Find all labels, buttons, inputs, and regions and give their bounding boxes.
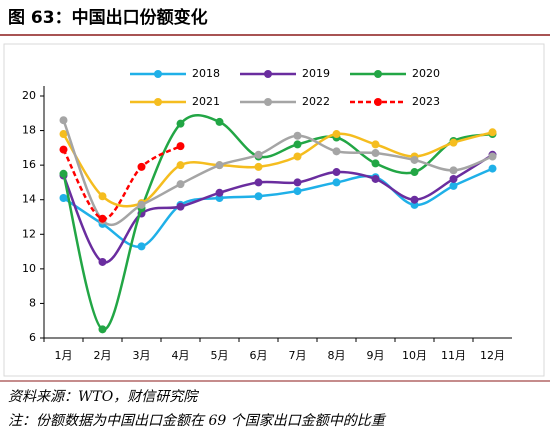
x-tick-label: 1月 [55, 349, 73, 362]
point [371, 149, 380, 158]
y-tick-label: 6 [29, 331, 36, 344]
legend-label: 2022 [302, 95, 330, 108]
x-tick-label: 9月 [367, 349, 385, 362]
point [59, 193, 68, 202]
legend-label: 2018 [192, 67, 220, 80]
note: 注：份额数据为中国出口金额在 69 个国家出口金额中的比重 [8, 413, 387, 429]
point [488, 152, 497, 161]
point [215, 188, 224, 197]
point [332, 147, 341, 156]
point [176, 180, 185, 189]
point [176, 202, 185, 211]
y-tick-label: 20 [22, 89, 36, 102]
series-line [62, 153, 494, 264]
legend-marker [154, 98, 162, 106]
chart-frame [3, 43, 545, 377]
point [332, 130, 341, 139]
x-tick-label: 7月 [289, 349, 307, 362]
point [137, 242, 146, 251]
x-tick-label: 2月 [94, 349, 112, 362]
point [449, 174, 458, 183]
point [98, 325, 107, 334]
point [332, 168, 341, 177]
source: 资料来源：WTO，财信研究院 [8, 389, 199, 405]
legend-marker [154, 70, 162, 78]
point [371, 159, 380, 168]
point [176, 161, 185, 170]
y-tick-label: 16 [22, 158, 36, 171]
legend-marker [374, 98, 382, 106]
y-tick-label: 14 [22, 193, 36, 206]
y-tick-label: 8 [29, 296, 36, 309]
point [98, 257, 107, 266]
series-line [62, 145, 182, 220]
point [254, 150, 263, 159]
x-tick-label: 6月 [250, 349, 268, 362]
point [410, 168, 419, 177]
x-tick-label: 5月 [211, 349, 229, 362]
point [410, 195, 419, 204]
point [137, 200, 146, 209]
point [371, 140, 380, 149]
point [59, 130, 68, 139]
point [215, 117, 224, 126]
y-tick-label: 12 [22, 227, 36, 240]
legend-label: 2019 [302, 67, 330, 80]
series-line [62, 114, 493, 331]
point [449, 181, 458, 190]
point [98, 214, 107, 223]
legend-label: 2023 [412, 95, 440, 108]
point [293, 152, 302, 161]
legend-marker [264, 70, 272, 78]
point [59, 116, 68, 125]
point [176, 119, 185, 128]
point [449, 166, 458, 175]
point [293, 131, 302, 140]
x-tick-label: 3月 [133, 349, 151, 362]
point [137, 162, 146, 171]
legend-label: 2021 [192, 95, 220, 108]
chart-title: 图 63：中国出口份额变化 [8, 7, 208, 28]
x-tick-label: 11月 [441, 349, 466, 362]
point [293, 140, 302, 149]
x-tick-label: 10月 [402, 349, 427, 362]
point [293, 178, 302, 187]
point [293, 187, 302, 196]
point [176, 142, 185, 151]
point [371, 174, 380, 183]
point [332, 178, 341, 187]
point [254, 162, 263, 171]
series-line [62, 119, 493, 227]
x-tick-label: 12月 [480, 349, 505, 362]
legend-marker [264, 98, 272, 106]
legend-label: 2020 [412, 67, 440, 80]
point [410, 155, 419, 164]
point [59, 145, 68, 154]
point [488, 128, 497, 137]
point [59, 169, 68, 178]
y-tick-label: 10 [22, 262, 36, 275]
x-tick-label: 4月 [172, 349, 190, 362]
point [98, 192, 107, 201]
y-tick-label: 18 [22, 124, 36, 137]
point [215, 161, 224, 170]
x-tick-label: 8月 [328, 349, 346, 362]
point [449, 138, 458, 147]
legend-marker [374, 70, 382, 78]
point [254, 178, 263, 187]
point [488, 164, 497, 173]
point [254, 192, 263, 201]
